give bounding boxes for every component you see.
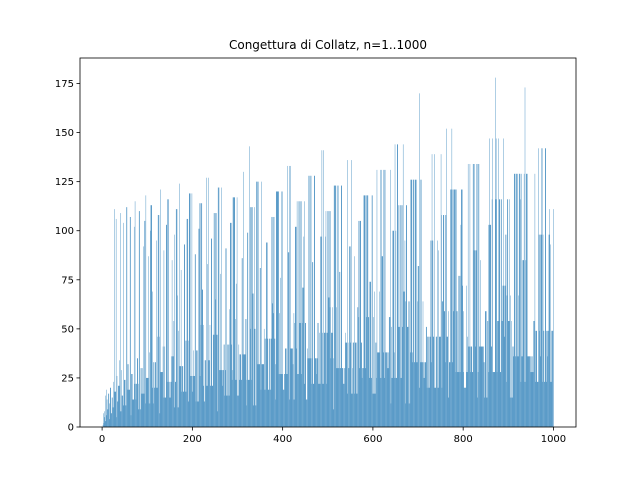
- x-tick-label: 0: [99, 434, 105, 445]
- y-tick-label: 175: [55, 79, 74, 90]
- y-axis-ticks: 0 25 50 75 100 125 150 175: [55, 79, 80, 434]
- x-axis-ticks: 0 200 400 600 800 1000: [99, 427, 566, 445]
- y-tick-label: 50: [61, 324, 74, 335]
- axes-frame: [79, 57, 577, 428]
- y-tick-label: 75: [61, 275, 74, 286]
- x-tick-label: 200: [183, 434, 202, 445]
- y-tick-label: 25: [61, 373, 74, 384]
- x-tick-label: 600: [363, 434, 382, 445]
- y-tick-label: 0: [68, 423, 74, 434]
- y-tick-label: 100: [55, 226, 74, 237]
- plot-area: [80, 58, 576, 427]
- x-tick-label: 400: [273, 434, 292, 445]
- x-tick-label: 800: [454, 434, 473, 445]
- y-tick-label: 125: [55, 177, 74, 188]
- y-tick-label: 150: [55, 128, 74, 139]
- x-tick-label: 1000: [541, 434, 566, 445]
- chart-title: Congettura di Collatz, n=1..1000: [229, 38, 427, 52]
- bars-group: [102, 77, 554, 428]
